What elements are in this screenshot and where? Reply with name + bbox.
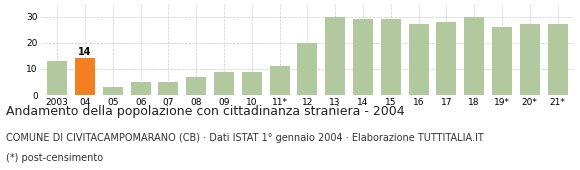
Bar — [548, 24, 567, 95]
Bar — [353, 19, 373, 95]
Bar — [408, 24, 429, 95]
Bar — [130, 82, 151, 95]
Bar — [464, 16, 484, 95]
Bar — [380, 19, 401, 95]
Bar — [75, 58, 95, 95]
Bar — [298, 43, 317, 95]
Bar — [270, 66, 289, 95]
Bar — [492, 27, 512, 95]
Bar — [103, 87, 123, 95]
Bar — [47, 61, 67, 95]
Text: (*) post-censimento: (*) post-censimento — [6, 153, 103, 163]
Bar — [325, 16, 345, 95]
Text: Andamento della popolazione con cittadinanza straniera - 2004: Andamento della popolazione con cittadin… — [6, 105, 404, 118]
Text: 14: 14 — [78, 47, 92, 57]
Bar — [520, 24, 540, 95]
Text: COMUNE DI CIVITACAMPOMARANO (CB) · Dati ISTAT 1° gennaio 2004 · Elaborazione TUT: COMUNE DI CIVITACAMPOMARANO (CB) · Dati … — [6, 133, 484, 143]
Bar — [436, 22, 456, 95]
Bar — [186, 77, 206, 95]
Bar — [214, 72, 234, 95]
Bar — [242, 72, 262, 95]
Bar — [158, 82, 179, 95]
